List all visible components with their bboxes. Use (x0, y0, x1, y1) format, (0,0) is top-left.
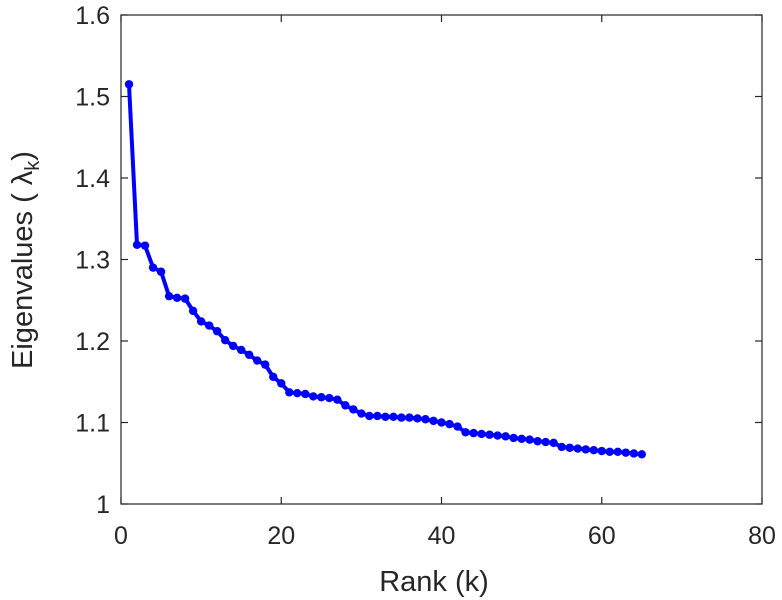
data-point (413, 414, 422, 423)
data-point (637, 450, 647, 459)
y-axis-label: Eigenvalues ( λk) (7, 151, 44, 369)
data-point (405, 413, 414, 422)
data-point (533, 437, 542, 446)
data-point (236, 345, 246, 355)
series-line (127, 84, 642, 457)
data-point (541, 437, 550, 447)
data-point (228, 341, 238, 351)
data-point (525, 435, 534, 444)
data-point (629, 449, 638, 458)
data-point (421, 415, 430, 424)
data-point (501, 432, 510, 441)
x-tick-label: 0 (114, 522, 128, 550)
y-tick-label: 1 (96, 491, 110, 519)
data-point (325, 393, 334, 403)
data-point (349, 405, 358, 414)
data-point (301, 389, 310, 399)
x-tick-label: 20 (267, 522, 295, 550)
y-axis-label-subscript: k (22, 160, 44, 171)
data-point (261, 360, 270, 369)
x-tick-label: 60 (588, 522, 616, 550)
y-tick-label: 1.1 (75, 410, 110, 438)
data-point (493, 431, 502, 440)
data-point (461, 428, 470, 437)
data-point (124, 80, 134, 89)
series-group (124, 80, 647, 459)
data-point (589, 446, 598, 455)
data-point (245, 350, 254, 360)
data-point (132, 240, 142, 250)
data-point (333, 395, 342, 404)
data-point (557, 442, 566, 452)
x-tick-label: 40 (428, 522, 456, 550)
data-point (293, 388, 302, 398)
x-axis-ticks: 0 20 40 60 80 (114, 15, 776, 550)
x-axis-label: Rank (k) (379, 566, 489, 598)
data-point (253, 356, 262, 365)
y-tick-label: 1.2 (75, 328, 110, 356)
data-point (204, 321, 214, 330)
data-point (196, 317, 206, 326)
y-tick-label: 1.4 (75, 165, 110, 193)
data-point (445, 419, 454, 429)
data-point (437, 418, 446, 427)
data-point (277, 379, 286, 388)
data-point (605, 447, 614, 457)
data-point (429, 416, 438, 426)
data-point (148, 263, 158, 272)
data-point (220, 335, 230, 345)
data-point (509, 433, 518, 443)
data-point (317, 393, 326, 402)
data-point (469, 428, 478, 438)
data-point (597, 446, 606, 456)
data-point (140, 241, 150, 250)
data-point (341, 401, 350, 410)
plot-frame (120, 14, 763, 505)
data-point (180, 294, 190, 303)
y-tick-label: 1.5 (75, 84, 110, 112)
data-point (188, 306, 198, 316)
data-point (164, 291, 174, 301)
data-point (357, 409, 366, 418)
data-point (285, 388, 294, 397)
y-tick-label: 1.3 (75, 247, 110, 275)
data-point (269, 372, 278, 382)
y-axis-label-close: ) (7, 151, 39, 161)
data-point (309, 392, 318, 401)
y-axis-ticks: 1 1.1 1.2 1.3 1.4 1.5 1.6 (75, 2, 762, 519)
data-point (613, 447, 622, 457)
data-point (172, 293, 182, 303)
x-tick-label: 80 (748, 522, 776, 550)
data-point (389, 412, 398, 421)
data-point (485, 430, 494, 439)
data-point (212, 327, 222, 336)
data-point (477, 429, 486, 439)
y-tick-label: 1.6 (75, 2, 110, 30)
data-point (453, 422, 462, 431)
data-point (573, 444, 582, 453)
data-point (565, 443, 574, 452)
data-point (397, 413, 406, 422)
data-point (365, 411, 374, 421)
data-point (581, 445, 590, 454)
data-point (381, 412, 390, 421)
data-point (373, 411, 382, 421)
data-point (549, 438, 558, 448)
data-point (621, 448, 630, 457)
data-point (156, 267, 166, 276)
data-point (517, 434, 526, 443)
